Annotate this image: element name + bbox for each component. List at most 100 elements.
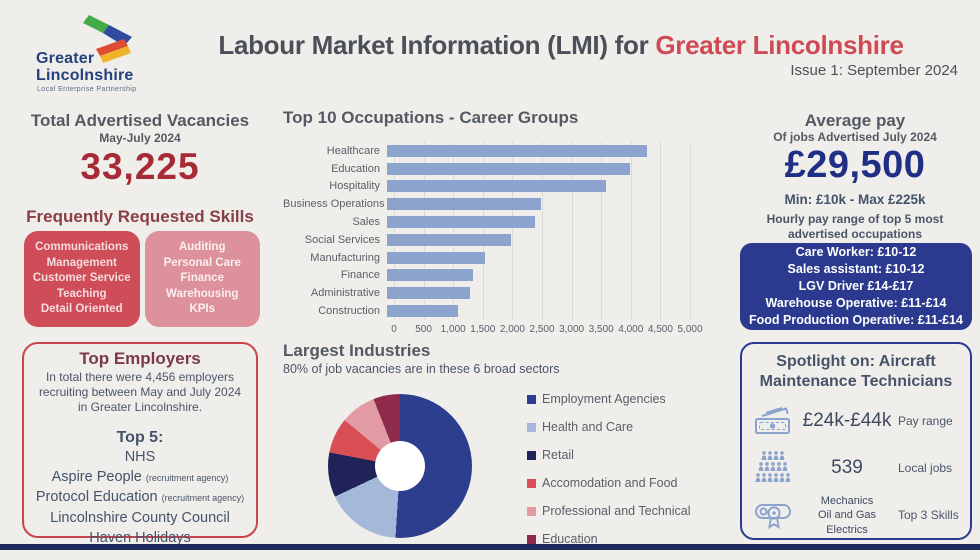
skills-box-primary: Communications Management Customer Servi… [24, 231, 140, 327]
gridline [601, 142, 603, 320]
industries-chart-title: Largest Industries [283, 341, 431, 360]
employer-row: Protocol Education (recruitment agency) [33, 487, 247, 507]
bar-category-label: Business Operations [283, 198, 385, 211]
bar [387, 144, 648, 157]
gridline [482, 142, 484, 320]
logo-tagline: Local Enterprise Partnership [37, 86, 137, 93]
skills-box-secondary: Auditing Personal Care Finance Warehousi… [144, 231, 260, 327]
occupations-chart-title: Top 10 Occupations - Career Groups [283, 108, 579, 127]
certificate-icon [750, 498, 796, 532]
bar-category-label: Sales [352, 216, 380, 229]
x-axis: 0 500 1,000 1,500 2,000 2,500 3,000 3,500 4,000 4… [391, 324, 702, 338]
average-pay-heading: Average pay [804, 111, 906, 130]
spotlight-local-jobs-value: 539 [831, 457, 863, 479]
spotlight-top-skills-label: Top 3 Skills [898, 508, 959, 523]
bar-rows: Healthcare Education Hospitality Business O… [283, 142, 691, 320]
spotlight-local-jobs-label: Local jobs [898, 461, 953, 476]
bar-row: Social Services [283, 232, 691, 247]
bar-track [387, 233, 683, 246]
spotlight-row-jobs: 539 Local jobs [750, 445, 962, 492]
x-axis-tick-label: 500 [415, 324, 432, 335]
top5-label: Top 5: [116, 428, 164, 446]
logo-chevron-icon [83, 15, 132, 63]
average-pay-subheading: Of jobs Advertised July 2024 [773, 130, 937, 144]
gridline [542, 142, 543, 320]
gridline [512, 142, 514, 320]
legend-swatch [527, 450, 536, 460]
legend-label: Health and Care [542, 420, 634, 434]
bar [387, 162, 630, 175]
employer-name: Aspire People [51, 469, 142, 485]
bar-track [387, 198, 683, 211]
x-axis-tick-label: 2,500 [529, 324, 555, 335]
bar-category-label: Administrative [310, 287, 380, 300]
occupations-bar-chart: Healthcare Education Hospitality Business O… [283, 142, 703, 338]
vacancies-period: May-July 2024 [99, 131, 181, 145]
industries-donut-chart [328, 394, 472, 538]
bar-row: Manufacturing [283, 250, 691, 265]
bar-row: Finance [283, 268, 691, 283]
issue-date: Issue 1: September 2024 [790, 62, 958, 79]
x-axis-tick-label: 3,000 [559, 324, 585, 335]
legend-label: Retail [542, 448, 574, 462]
employer-note: (recruitment agency) [161, 493, 245, 504]
vacancies-heading: Total Advertised Vacancies [30, 111, 250, 130]
legend-item: Professional and Technical [527, 504, 690, 518]
bar-row: Business Operations [283, 197, 691, 212]
average-pay-value: £29,500 [784, 144, 926, 186]
bar-row: Administrative [283, 286, 691, 301]
spotlight-pay-range-value: £24k-£44k [802, 410, 892, 432]
bar [387, 198, 541, 211]
legend-label: Employment Agencies [542, 392, 666, 406]
spotlight-pay-range-label: Pay range [898, 414, 953, 429]
crowd-icon [750, 451, 796, 485]
bar-track [387, 269, 683, 282]
pay-min-max: Min: £10k - Max £225k [784, 192, 926, 207]
top-employers-summary: In total there were 4,456 employers recr… [38, 370, 242, 415]
gridline [571, 142, 573, 320]
bar-category-label: Construction [318, 305, 380, 318]
bar-row: Sales [283, 215, 691, 230]
vacancies-total-value: 33,225 [80, 146, 200, 187]
x-axis-tick-label: 4,000 [618, 324, 644, 335]
spotlight-top-skills-value: Mechanics Oil and Gas Electrics [817, 494, 877, 536]
banknotes-icon [750, 405, 796, 437]
legend-item: Education [527, 532, 690, 546]
legend-item: Accomodation and Food [527, 476, 690, 490]
legend-swatch [527, 394, 536, 404]
industries-legend: Employment Agencies Health and Care Retail… [527, 392, 690, 560]
top-employers-heading: Top Employers [79, 349, 201, 368]
logo-text-line1: Greater [36, 50, 95, 67]
x-axis-tick-label: 3,500 [588, 324, 614, 335]
bar-category-label: Social Services [304, 233, 380, 246]
bar-row: Construction [283, 304, 691, 319]
bar-row: Healthcare [283, 143, 691, 158]
bar-track [387, 162, 683, 175]
skills-heading: Frequently Requested Skills [26, 207, 254, 226]
page-title-prefix: Labour Market Information (LMI) for [218, 30, 656, 60]
x-axis-tick-label: 2,000 [499, 324, 525, 335]
x-axis-tick-label: 4,500 [647, 324, 673, 335]
legend-item: Retail [527, 448, 690, 462]
footer-accent-bar [0, 544, 980, 550]
gridline [453, 142, 455, 320]
employer-row: Lincolnshire County Council [33, 508, 247, 528]
employer-note: (recruitment agency) [145, 473, 229, 483]
bar [387, 216, 535, 229]
x-axis-tick-label: 1,500 [470, 324, 496, 335]
donut-hole [375, 441, 425, 491]
gridline [423, 142, 425, 320]
gridline [394, 142, 395, 320]
gridline [690, 142, 691, 320]
page-title-highlight: Greater Lincolnshire [655, 30, 904, 60]
chart-grid [394, 142, 691, 320]
bar-row: Hospitality [283, 179, 691, 194]
industries-chart-subtitle: 80% of job vacancies are in these 6 broa… [283, 362, 560, 376]
bar [387, 305, 459, 318]
x-axis-tick-label: 1,000 [440, 324, 466, 335]
x-axis-tick-label: 5,000 [677, 324, 703, 335]
bar-track [387, 180, 683, 193]
bar [387, 233, 512, 246]
employer-name: Lincolnshire County Council [50, 509, 230, 526]
employer-row: Aspire People (recruitment agency) [33, 467, 247, 487]
